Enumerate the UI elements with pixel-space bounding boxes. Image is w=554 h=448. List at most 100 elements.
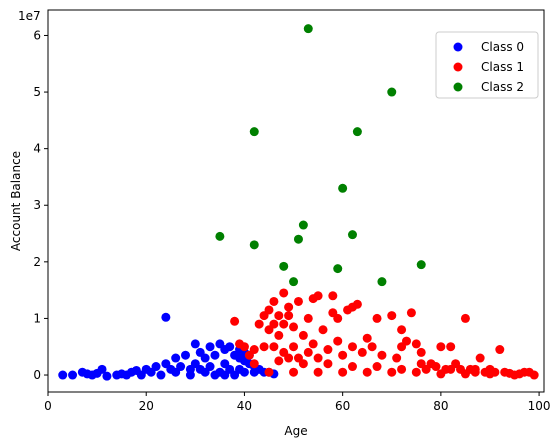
y-offset-text: 1e7 xyxy=(18,9,41,23)
point-class2-6 xyxy=(298,220,308,230)
point-class1-37 xyxy=(333,336,343,346)
x-tick-label: 100 xyxy=(528,399,551,413)
point-class1-49 xyxy=(387,311,397,321)
point-class1-30 xyxy=(308,339,318,349)
point-class1-80 xyxy=(338,367,348,377)
point-class2-11 xyxy=(352,127,362,137)
point-class1-44 xyxy=(357,347,367,357)
point-class1-2 xyxy=(239,342,249,352)
point-class1-71 xyxy=(495,345,505,355)
point-class1-36 xyxy=(328,291,338,301)
point-class0-56 xyxy=(200,367,210,377)
x-tick-label: 40 xyxy=(237,399,252,413)
point-class1-56 xyxy=(416,347,426,357)
point-class0-21 xyxy=(171,353,181,363)
point-class0-1 xyxy=(68,370,78,380)
point-class2-3 xyxy=(279,261,289,271)
x-tick-label: 80 xyxy=(433,399,448,413)
point-class1-33 xyxy=(318,325,328,335)
point-class1-84 xyxy=(436,369,446,379)
point-class1-27 xyxy=(303,347,313,357)
point-class1-97 xyxy=(505,368,515,378)
point-class1-41 xyxy=(347,342,357,352)
point-class1-60 xyxy=(436,342,446,352)
axes-frame xyxy=(47,9,545,393)
point-class1-26 xyxy=(298,330,308,340)
y-tick-label: 5 xyxy=(33,85,41,99)
point-class1-46 xyxy=(367,342,377,352)
point-class0-0 xyxy=(58,370,68,380)
point-class2-4 xyxy=(289,277,299,287)
point-class1-13 xyxy=(269,296,279,306)
point-class0-17 xyxy=(156,370,166,380)
point-class1-85 xyxy=(460,369,470,379)
point-class2-7 xyxy=(303,24,313,34)
point-class0-52 xyxy=(210,370,220,380)
point-class2-2 xyxy=(249,240,259,250)
point-class1-14 xyxy=(274,330,284,340)
points-layer xyxy=(58,24,539,381)
point-class1-0 xyxy=(230,316,240,326)
point-class1-94 xyxy=(446,364,456,374)
point-class1-24 xyxy=(293,296,303,306)
point-class1-90 xyxy=(347,362,357,372)
point-class1-28 xyxy=(303,313,313,323)
point-class1-15 xyxy=(274,311,284,321)
point-class1-62 xyxy=(446,342,456,352)
y-tick-label: 3 xyxy=(33,198,41,212)
point-class1-76 xyxy=(529,370,539,380)
point-class0-18 xyxy=(161,312,171,322)
point-class0-7 xyxy=(102,371,112,381)
point-class1-92 xyxy=(397,364,407,374)
point-class2-8 xyxy=(333,264,343,274)
point-class2-0 xyxy=(215,231,225,241)
point-class1-39 xyxy=(338,350,348,360)
point-class1-88 xyxy=(298,359,308,369)
point-class2-10 xyxy=(347,230,357,240)
y-tick-label: 6 xyxy=(33,28,41,42)
legend: Class 0 Class 1 Class 2 xyxy=(435,31,539,99)
point-class1-77 xyxy=(264,367,274,377)
legend-label-class1: Class 1 xyxy=(481,60,524,74)
point-class2-13 xyxy=(387,87,397,97)
point-class1-95 xyxy=(470,364,480,374)
legend-items: Class 0 Class 1 Class 2 xyxy=(453,40,524,94)
point-class0-6 xyxy=(97,364,107,374)
point-class2-1 xyxy=(249,127,259,137)
point-class0-36 xyxy=(225,342,235,352)
x-ticks: 0 20 40 60 80 100 xyxy=(44,392,551,413)
point-class0-53 xyxy=(220,370,230,380)
point-class1-89 xyxy=(323,359,333,369)
point-class1-82 xyxy=(387,367,397,377)
point-class1-50 xyxy=(392,353,402,363)
point-class1-23 xyxy=(289,322,299,332)
point-class1-17 xyxy=(279,319,289,329)
point-class1-91 xyxy=(372,362,382,372)
point-class1-34 xyxy=(323,345,333,355)
point-class1-5 xyxy=(249,345,259,355)
point-class1-54 xyxy=(406,308,416,318)
point-class1-7 xyxy=(259,342,269,352)
point-class1-98 xyxy=(514,369,524,379)
point-class0-23 xyxy=(181,350,190,360)
point-class2-9 xyxy=(338,183,348,193)
point-class1-43 xyxy=(352,299,362,309)
point-class1-10 xyxy=(264,305,274,315)
point-class1-78 xyxy=(289,367,299,377)
point-class1-12 xyxy=(269,319,279,329)
x-axis-label: Age xyxy=(284,424,307,438)
point-class1-48 xyxy=(377,350,387,360)
point-class0-26 xyxy=(190,339,200,349)
point-class1-21 xyxy=(284,311,294,321)
point-class0-16 xyxy=(151,362,161,372)
y-tick-label: 0 xyxy=(33,368,41,382)
point-class2-14 xyxy=(416,260,426,270)
x-tick-label: 20 xyxy=(139,399,154,413)
point-class1-4 xyxy=(249,359,259,369)
point-class1-6 xyxy=(254,319,264,329)
point-class1-96 xyxy=(490,367,500,377)
y-ticks: 0 1 2 3 4 5 6 xyxy=(33,28,48,382)
point-class1-20 xyxy=(284,302,294,312)
x-tick-label: 60 xyxy=(335,399,350,413)
